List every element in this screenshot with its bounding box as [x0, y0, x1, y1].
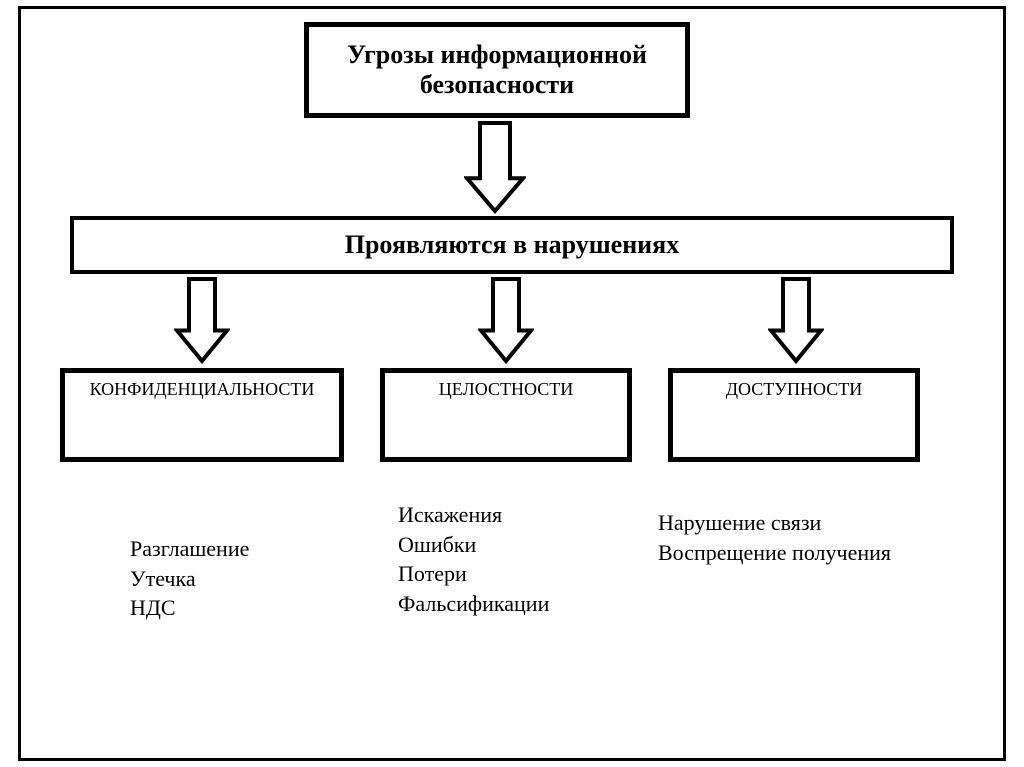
- list-integrity: Искажения Ошибки Потери Фальсификации: [398, 500, 549, 619]
- node-availability: ДОСТУПНОСТИ: [668, 368, 920, 462]
- node-middle-label: Проявляются в нарушениях: [345, 230, 679, 260]
- node-root-label: Угрозы информационной безопасности: [347, 40, 647, 100]
- node-availability-label: ДОСТУПНОСТИ: [726, 379, 862, 400]
- list-confidentiality: Разглашение Утечка НДС: [130, 534, 249, 623]
- node-middle: Проявляются в нарушениях: [70, 216, 954, 274]
- node-integrity-label: ЦЕЛОСТНОСТИ: [439, 379, 573, 400]
- list-availability: Нарушение связи Воспрещение получения: [658, 508, 891, 567]
- node-confidentiality-label: КОНФИДЕНЦИАЛЬНОСТИ: [90, 379, 315, 400]
- node-integrity: ЦЕЛОСТНОСТИ: [380, 368, 632, 462]
- arrow-root-to-middle: [464, 120, 526, 214]
- node-confidentiality: КОНФИДЕНЦИАЛЬНОСТИ: [60, 368, 344, 462]
- arrow-middle-to-left: [174, 276, 230, 364]
- node-root: Угрозы информационной безопасности: [304, 22, 690, 118]
- arrow-middle-to-center: [478, 276, 534, 364]
- arrow-middle-to-right: [768, 276, 824, 364]
